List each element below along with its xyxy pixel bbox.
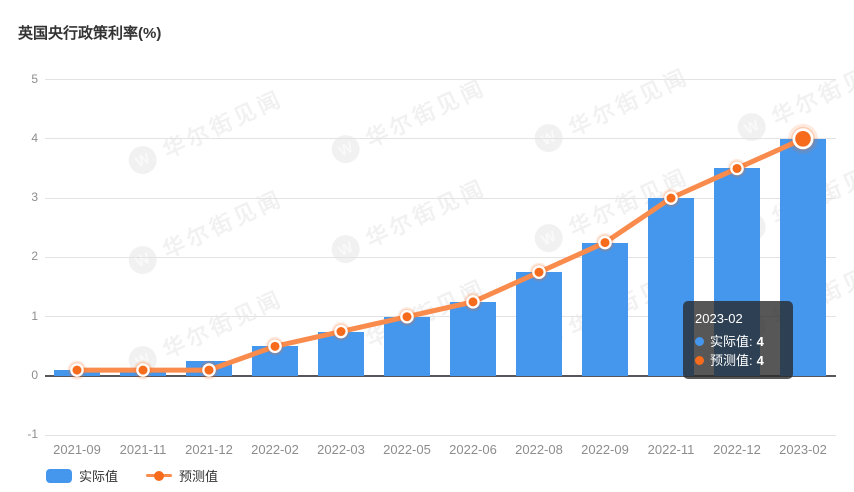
x-axis-line: [45, 375, 836, 377]
x-axis-label: 2022-06: [449, 442, 497, 457]
gridline: [45, 79, 836, 80]
y-axis-label: 2: [31, 249, 38, 264]
legend-actual-marker-icon: [46, 468, 72, 483]
x-axis-label: 2022-02: [251, 442, 299, 457]
chart-title: 英国央行政策利率(%): [18, 25, 162, 42]
x-axis-label: 2022-03: [317, 442, 365, 457]
tooltip-row: 预测值: 4: [695, 351, 781, 371]
legend-item-forecast[interactable]: 预测值: [146, 466, 218, 485]
legend-forecast-label: 预测值: [179, 469, 219, 484]
x-axis-label: 2021-09: [53, 442, 101, 457]
tooltip-actual-dot-icon: [695, 336, 704, 346]
gridline: [45, 434, 836, 436]
tooltip-actual-label: 实际值: [710, 333, 750, 349]
y-axis-label: 5: [31, 71, 38, 86]
x-axis-label: 2022-05: [383, 442, 431, 457]
x-axis-label: 2022-08: [515, 442, 563, 457]
x-axis-label: 2022-11: [647, 442, 695, 457]
y-axis-label: 1: [31, 308, 38, 323]
tooltip-title: 2023-02: [695, 311, 743, 326]
tooltip: 2023-02 实际值: 4 预测值: 4: [683, 301, 793, 379]
legend: 实际值 预测值: [46, 466, 218, 485]
x-axis-label: 2023-02: [779, 442, 827, 457]
tooltip-forecast-dot-icon: [695, 356, 704, 366]
x-axis-label: 2022-09: [581, 442, 629, 457]
legend-actual-label: 实际值: [79, 469, 119, 484]
legend-item-actual[interactable]: 实际值: [46, 466, 118, 485]
y-axis-label: 0: [31, 368, 38, 382]
tooltip-row: 实际值: 4: [695, 332, 781, 352]
y-axis-label: -1: [27, 427, 38, 442]
x-axis-label: 2021-11: [119, 442, 167, 457]
legend-forecast-marker-icon: [146, 469, 173, 483]
x-axis-label: 2022-12: [713, 442, 761, 457]
tooltip-actual-value: 4: [756, 333, 764, 349]
y-axis-label: 3: [31, 190, 38, 205]
x-axis-label: 2021-12: [185, 442, 233, 457]
tooltip-forecast-value: 4: [756, 353, 764, 368]
y-axis-label: 4: [31, 130, 38, 145]
tooltip-forecast-label: 预测值: [710, 353, 750, 368]
